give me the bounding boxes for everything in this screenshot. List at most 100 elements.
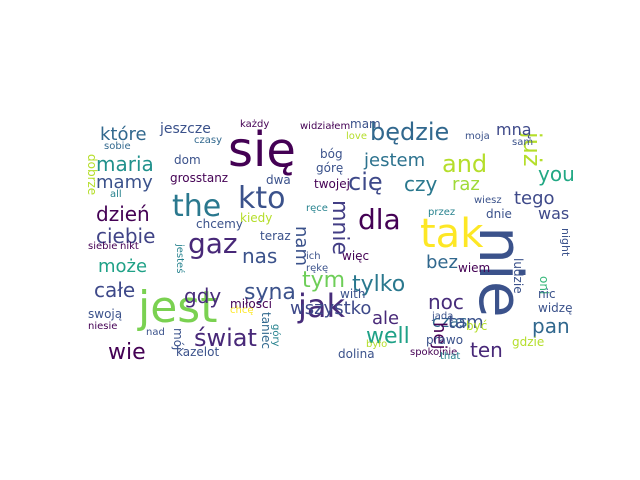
word-35: bez (426, 252, 458, 273)
word-48: widziałem (300, 121, 351, 132)
word-56: bóg (320, 147, 343, 161)
word-76: night (559, 228, 572, 257)
word-86: niesie (88, 321, 118, 332)
word-88: taniec (259, 312, 273, 349)
word-54: dom (174, 153, 201, 167)
word-79: miłości (230, 297, 272, 311)
word-40: pan (532, 314, 570, 338)
word-16: tylko (352, 272, 406, 297)
word-92: mój (171, 328, 185, 351)
word-65: ręce (306, 203, 328, 214)
word-3: tak (420, 211, 484, 257)
word-99: gdzie (512, 335, 545, 349)
word-15: tym (302, 268, 346, 293)
word-31: wie (108, 340, 146, 365)
word-94: nad (146, 327, 165, 338)
word-72: ich (306, 251, 321, 262)
word-27: ciebie (96, 224, 156, 248)
word-32: syna (244, 280, 296, 305)
word-30: gdy (184, 284, 222, 308)
word-67: dnie (486, 207, 512, 221)
word-12: cię (348, 168, 383, 196)
word-53: sobie (104, 141, 131, 152)
word-1: się (228, 122, 296, 178)
word-64: kiedy (240, 211, 273, 225)
word-68: teraz (260, 229, 291, 243)
word-52: czasy (194, 135, 223, 146)
word-14: mnie (327, 200, 352, 256)
word-80: with (340, 287, 366, 301)
word-42: hej (429, 322, 450, 350)
word-69: siebie (88, 241, 118, 252)
word-84: widzę (538, 301, 573, 315)
word-50: love (346, 131, 367, 142)
word-19: jestem (364, 150, 426, 171)
word-10: już (518, 132, 546, 167)
word-47: każdy (240, 119, 270, 130)
word-36: noc (428, 290, 464, 314)
word-33: nas (242, 244, 278, 268)
word-81: prawo (426, 333, 464, 347)
word-37: czas (432, 312, 468, 331)
word-34: nam (291, 226, 312, 266)
word-61: dobrze (85, 154, 99, 196)
word-24: maria (96, 152, 154, 176)
word-97: było (366, 339, 388, 350)
word-57: górę (316, 161, 344, 175)
word-75: ludzie (511, 258, 525, 294)
word-83: nic (538, 287, 556, 301)
word-85: swoją (88, 307, 123, 321)
word-20: czy (404, 172, 438, 196)
word-82: być (466, 319, 488, 333)
word-63: chcemy (196, 217, 243, 231)
word-59: twojej (314, 177, 350, 191)
word-90: spokojnie (410, 347, 458, 358)
word-93: moja (465, 131, 490, 142)
word-0: nie (465, 226, 535, 318)
word-66: przez (428, 207, 456, 218)
word-7: gaz (188, 227, 238, 260)
word-8: dla (358, 203, 401, 236)
word-98: that (440, 351, 461, 362)
word-6: the (172, 189, 222, 224)
word-96: dolina (338, 347, 375, 361)
word-89: góry (270, 324, 281, 347)
word-73: rękę (306, 263, 329, 274)
word-26: dzień (96, 202, 150, 226)
word-21: raz (452, 174, 480, 195)
word-29: całe (94, 278, 136, 302)
word-5: kto (238, 181, 286, 216)
word-70: nikt (120, 241, 139, 252)
word-25: mamy (96, 172, 153, 193)
word-17: świat (194, 324, 257, 352)
word-4: jak (298, 287, 346, 325)
word-71: jesteś (174, 244, 185, 274)
word-43: wszystko (290, 298, 372, 319)
word-91: jadą (432, 311, 454, 322)
word-39: tam (448, 312, 484, 333)
word-cloud: nie się jest tak jak kto the gaz dla będzie już and… (80, 108, 575, 372)
word-87: chcę (230, 305, 254, 316)
word-62: all (110, 189, 122, 200)
word-46: jeszcze (160, 121, 211, 137)
word-77: oni (537, 276, 551, 295)
word-22: tego (514, 188, 555, 209)
word-38: ale (372, 308, 400, 329)
word-55: grosstanz (170, 171, 229, 185)
word-9: będzie (370, 118, 450, 146)
word-11: and (442, 150, 488, 178)
word-2: jest (138, 282, 218, 333)
word-23: was (538, 204, 570, 223)
word-41: ten (470, 338, 503, 362)
word-45: które (100, 124, 147, 145)
word-44: mną (496, 120, 532, 139)
word-95: kazelot (176, 345, 220, 359)
word-49: mam (350, 117, 381, 131)
word-18: well (366, 324, 410, 349)
word-28: może (98, 256, 148, 277)
word-58: dwa (266, 173, 291, 187)
word-74: więc (342, 249, 370, 263)
word-78: wiem (458, 261, 491, 275)
word-13: you (538, 162, 575, 186)
word-60: wiesz (474, 195, 502, 206)
